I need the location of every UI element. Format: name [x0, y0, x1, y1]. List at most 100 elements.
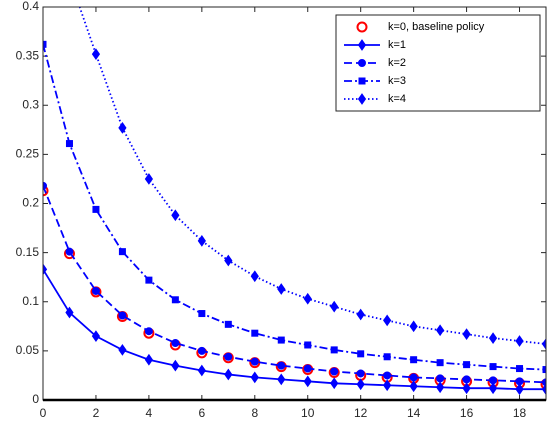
data-point [330, 377, 339, 390]
data-point [144, 353, 154, 366]
series-line [43, 185, 546, 384]
data-point [198, 310, 206, 318]
legend-label: k=1 [388, 39, 406, 51]
data-point [489, 376, 498, 385]
data-point [540, 378, 546, 390]
data-point [171, 209, 180, 222]
data-point [489, 363, 497, 371]
data-point [516, 365, 524, 373]
data-point [542, 378, 546, 387]
legend-label: k=3 [388, 75, 406, 87]
legend-marker [356, 21, 368, 33]
data-point [91, 286, 100, 295]
data-point [435, 324, 445, 337]
x-tick-label: 14 [407, 406, 421, 420]
y-tick-label: 0.3 [22, 97, 39, 111]
data-point [65, 247, 74, 256]
data-point [250, 371, 259, 384]
y-tick-label: 0.4 [22, 0, 39, 13]
data-point [118, 344, 127, 356]
data-point [356, 378, 365, 391]
data-point [118, 248, 126, 256]
data-point [118, 121, 127, 134]
data-point [171, 339, 180, 348]
legend-label: k=0, baseline policy [388, 21, 485, 33]
data-point [356, 369, 365, 378]
data-point [462, 375, 471, 384]
legend-marker [358, 77, 366, 85]
data-point [409, 373, 418, 382]
data-point [436, 374, 445, 383]
data-point [330, 346, 338, 354]
data-point [251, 329, 259, 337]
data-point [43, 185, 49, 197]
data-point [91, 48, 101, 61]
data-point [43, 263, 48, 276]
y-tick-label: 0.05 [16, 343, 40, 357]
data-point [435, 381, 445, 394]
legend-marker [357, 39, 367, 51]
data-point [250, 357, 259, 366]
data-point [383, 353, 391, 361]
data-point [462, 382, 471, 395]
data-point [277, 373, 286, 386]
data-point [92, 205, 100, 213]
data-point [436, 359, 444, 367]
x-tick-label: 8 [251, 406, 258, 420]
legend-label: k=4 [388, 93, 406, 105]
legend-label: k=2 [388, 57, 406, 69]
data-point [144, 173, 154, 185]
data-point [91, 330, 101, 343]
data-point [118, 311, 127, 320]
data-point [304, 341, 312, 349]
plot-area [43, 7, 546, 396]
data-point [463, 361, 471, 369]
data-point [277, 336, 285, 344]
data-point [541, 383, 546, 396]
data-point [383, 371, 392, 380]
data-point [43, 181, 47, 190]
data-point [277, 361, 286, 370]
x-tick-label: 18 [513, 406, 527, 420]
data-point [410, 356, 418, 364]
data-point [197, 364, 206, 377]
data-point [409, 380, 418, 393]
x-tick-label: 2 [93, 406, 100, 420]
data-point [145, 276, 153, 284]
data-point [43, 40, 47, 48]
y-tick-label: 0.1 [22, 294, 39, 308]
data-point [383, 314, 392, 327]
data-point [277, 283, 286, 295]
x-tick-label: 12 [354, 406, 368, 420]
data-point [197, 234, 206, 247]
data-point [356, 308, 365, 321]
data-point [144, 327, 153, 336]
data-point [224, 254, 233, 267]
data-point [541, 338, 546, 350]
data-point [303, 292, 312, 305]
data-point [250, 270, 259, 283]
data-point [542, 366, 546, 374]
data-point [303, 375, 312, 388]
y-tick-label: 0 [32, 392, 39, 406]
series-line [43, 268, 546, 391]
legend: k=0, baseline policy k=1 k=2 k=3 k=4 [335, 14, 541, 112]
data-point [515, 335, 524, 347]
legend-marker [358, 59, 366, 67]
y-tick-label: 0.15 [16, 245, 40, 259]
data-point [462, 328, 471, 341]
data-point [488, 332, 498, 344]
data-point [409, 320, 418, 333]
x-tick-label: 10 [301, 406, 315, 420]
data-point [65, 140, 73, 148]
data-point [357, 350, 365, 358]
data-point [224, 368, 233, 381]
data-point [383, 379, 392, 392]
data-point [303, 364, 312, 373]
x-tick-label: 6 [198, 406, 205, 420]
y-tick-label: 0.2 [22, 196, 39, 210]
data-point [330, 300, 339, 313]
data-point [171, 296, 179, 304]
x-tick-label: 0 [40, 406, 47, 420]
